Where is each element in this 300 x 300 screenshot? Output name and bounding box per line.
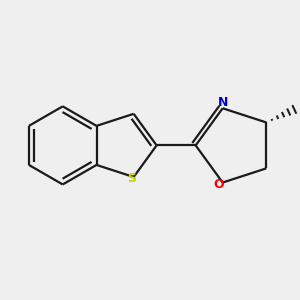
Text: N: N (218, 96, 228, 109)
Text: O: O (213, 178, 224, 191)
Text: S: S (127, 172, 136, 184)
